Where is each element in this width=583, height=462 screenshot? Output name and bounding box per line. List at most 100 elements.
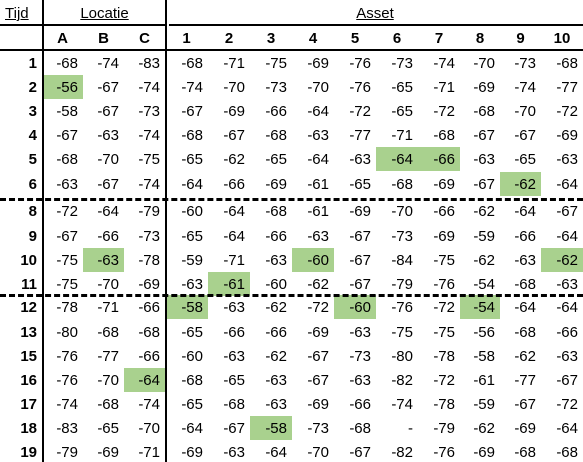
data-cell: -65 (349, 176, 371, 193)
data-cell: -67 (56, 228, 78, 245)
data-cell: -64 (181, 420, 203, 437)
column-header-2: 2 (224, 30, 234, 47)
data-cell: -74 (97, 55, 119, 72)
data-cell: -80 (391, 348, 413, 365)
data-cell: -70 (223, 79, 245, 96)
data-cell: -80 (56, 324, 78, 341)
row-label: 17 (20, 396, 37, 413)
data-cell: -74 (514, 79, 536, 96)
data-cell: -68 (556, 444, 578, 461)
highlighted-cell: -60 (334, 295, 376, 319)
column-header-9: 9 (516, 30, 525, 47)
data-cell: -77 (556, 79, 578, 96)
data-cell: -73 (138, 228, 160, 245)
highlighted-cell: -58 (250, 416, 292, 440)
data-cell: -69 (433, 176, 455, 193)
data-cell: -68 (514, 444, 536, 461)
column-header-a: A (57, 30, 68, 47)
data-cell: -65 (391, 103, 413, 120)
column-header-4: 4 (308, 30, 318, 47)
data-cell: -59 (473, 396, 495, 413)
highlighted-cell: -58 (165, 295, 208, 319)
data-cell: -75 (265, 55, 287, 72)
data-cell: -73 (138, 103, 160, 120)
data-cell: -74 (138, 396, 160, 413)
data-cell: -73 (514, 55, 536, 72)
data-cell: -64 (556, 228, 578, 245)
data-cell: -75 (433, 252, 455, 269)
data-cell: -66 (223, 176, 245, 193)
data-cell: -66 (556, 324, 578, 341)
row-label: 2 (28, 79, 37, 96)
data-cell: -76 (349, 55, 371, 72)
tijd-underline-rule (0, 24, 42, 26)
data-cell: -66 (433, 203, 455, 220)
data-cell: -78 (433, 396, 455, 413)
data-cell: -70 (391, 203, 413, 220)
row-label: 5 (28, 151, 37, 168)
data-cell: -67 (349, 252, 371, 269)
data-cell: -71 (138, 444, 160, 461)
data-cell: -69 (223, 103, 245, 120)
data-cell: -63 (223, 348, 245, 365)
data-cell: -74 (391, 396, 413, 413)
data-cell: -67 (223, 420, 245, 437)
data-cell: -63 (556, 348, 578, 365)
data-cell: -64 (97, 203, 119, 220)
row-label: 9 (28, 228, 37, 245)
data-cell: -73 (391, 55, 413, 72)
row-label: 12 (20, 299, 37, 316)
data-cell: -68 (138, 324, 160, 341)
data-cell: -64 (556, 299, 578, 316)
data-cell: -78 (138, 252, 160, 269)
data-cell: -69 (556, 127, 578, 144)
data-cell: -63 (223, 444, 245, 461)
data-cell: -73 (349, 348, 371, 365)
highlighted-cell: -63 (83, 248, 124, 272)
data-cell: -67 (349, 276, 371, 293)
data-cell: -67 (556, 372, 578, 389)
data-cell: -67 (181, 103, 203, 120)
data-cell: -66 (265, 324, 287, 341)
data-cell: -70 (514, 103, 536, 120)
data-cell: -68 (97, 324, 119, 341)
data-cell: -83 (138, 55, 160, 72)
data-cell: -62 (223, 151, 245, 168)
data-cell: -76 (433, 276, 455, 293)
data-cell: -67 (97, 79, 119, 96)
data-cell: -73 (391, 228, 413, 245)
tijd-header: Tijd (5, 5, 29, 22)
data-cell: -79 (391, 276, 413, 293)
data-cell: -69 (307, 396, 329, 413)
data-cell: -69 (307, 55, 329, 72)
data-cell: -66 (514, 228, 536, 245)
data-cell: -64 (223, 203, 245, 220)
data-cell: -68 (349, 420, 371, 437)
data-cell: -74 (138, 127, 160, 144)
data-cell: -69 (181, 444, 203, 461)
data-cell: -67 (307, 348, 329, 365)
data-cell: -62 (265, 299, 287, 316)
data-cell: -64 (265, 444, 287, 461)
row-label-divider (42, 0, 44, 462)
data-cell: -83 (56, 420, 78, 437)
data-cell: -65 (181, 228, 203, 245)
header-body-rule (0, 49, 583, 51)
data-cell: -73 (307, 420, 329, 437)
row-label: 19 (20, 444, 37, 461)
data-cell: -76 (56, 372, 78, 389)
data-cell: -78 (56, 299, 78, 316)
data-cell: -64 (514, 299, 536, 316)
data-cell: -65 (391, 79, 413, 96)
data-cell: -63 (473, 151, 495, 168)
data-cell: -79 (433, 420, 455, 437)
data-cell: -71 (391, 127, 413, 144)
data-cell: -68 (265, 203, 287, 220)
data-cell: -72 (556, 103, 578, 120)
data-cell: -60 (181, 348, 203, 365)
data-cell: -75 (56, 252, 78, 269)
data-cell: -59 (473, 228, 495, 245)
data-cell: -62 (473, 203, 495, 220)
data-cell: -72 (349, 103, 371, 120)
highlighted-cell: -64 (376, 147, 418, 171)
